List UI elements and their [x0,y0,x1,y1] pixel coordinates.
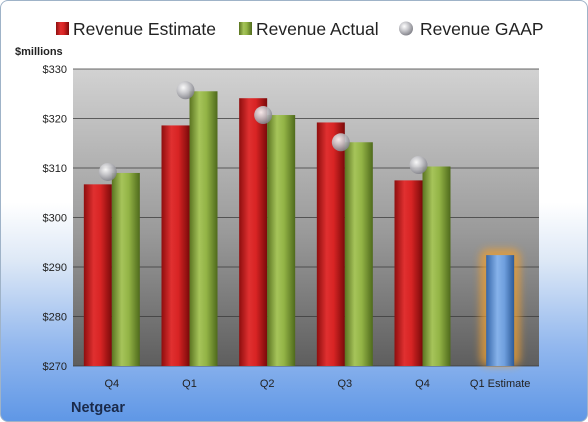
revenue-estimate-bar [316,122,345,367]
revenue-estimate-bar [394,180,423,366]
legend-label-revenue-estimate: Revenue Estimate [73,19,216,39]
y-axis-ticks: $270 $280 $290 $300 $310 $320 $330 [43,64,67,373]
y-tick-label: $310 [43,163,67,175]
revenue-estimate-q1-bar [486,255,515,366]
x-tick-label: Q2 [260,378,275,390]
revenue-gaap-marker [409,156,428,175]
legend-marker-revenue-gaap [399,21,413,36]
revenue-gaap-marker [176,81,195,100]
revenue-actual-bar [189,91,218,367]
revenue-estimate-bar [161,125,190,367]
gridlines [73,68,539,367]
y-tick-label: $270 [43,361,67,373]
x-tick-label: Q1 [182,378,197,390]
y-tick-label: $280 [43,312,67,324]
revenue-estimate-bar [83,184,112,366]
revenue-estimate-bar [239,98,268,366]
revenue-gaap-marker [98,162,117,181]
bars [83,91,521,367]
x-tick-label: Q4 [104,378,119,390]
legend: Revenue Estimate Revenue Actual Revenue … [56,19,544,39]
legend-label-revenue-gaap: Revenue GAAP [420,19,544,39]
y-tick-label: $320 [43,114,67,126]
revenue-gaap-marker [331,133,350,152]
legend-swatch-revenue-actual [239,22,252,35]
x-axis-ticks: Q4 Q1 Q2 Q3 Q4 Q1 Estimate [104,378,530,390]
x-tick-label: Q4 [415,378,430,390]
y-tick-label: $290 [43,262,67,274]
revenue-actual-bar [111,172,140,366]
legend-label-revenue-actual: Revenue Actual [256,19,379,39]
revenue-gaap-marker [254,106,273,125]
legend-swatch-revenue-estimate [56,22,69,35]
x-tick-label: Q1 Estimate [470,378,531,390]
company-name: Netgear [71,400,125,416]
y-tick-label: $330 [43,64,67,76]
revenue-actual-bar [344,142,373,366]
x-tick-label: Q3 [337,378,352,390]
gaap-markers [98,81,428,181]
revenue-actual-bar [422,166,451,366]
revenue-actual-bar [267,115,296,366]
y-axis-unit-label: $millions [15,46,63,58]
y-tick-label: $300 [43,213,67,225]
